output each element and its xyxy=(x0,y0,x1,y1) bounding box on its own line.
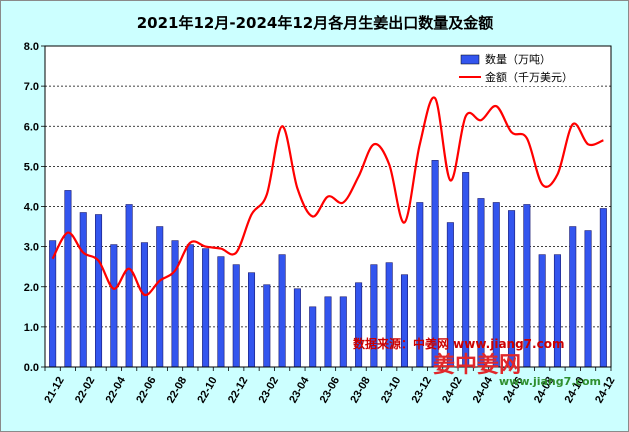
bar xyxy=(125,204,133,368)
bar xyxy=(64,190,72,368)
bar xyxy=(569,226,577,368)
y-tick-labels: 0.0 1.0 2.0 3.0 4.0 5.0 6.0 7.0 8.0 xyxy=(24,41,39,374)
bar xyxy=(248,272,256,368)
x-tick-label: 23-06 xyxy=(318,375,342,405)
bar xyxy=(217,256,225,368)
amount-line xyxy=(51,96,604,297)
amount-series-line xyxy=(51,96,604,297)
y-tick-label: 8.0 xyxy=(24,41,39,53)
bar xyxy=(156,226,164,368)
bar xyxy=(140,242,148,368)
bar xyxy=(385,262,393,368)
x-tick-label: 22-08 xyxy=(165,375,189,405)
x-tick-label: 23-08 xyxy=(348,375,372,405)
chart-title: 2021年12月-2024年12月各月生姜出口数量及金额 xyxy=(137,14,493,32)
bar xyxy=(431,160,439,368)
y-tick-label: 2.0 xyxy=(24,282,39,294)
y-tick-label: 0.0 xyxy=(24,362,39,374)
watermark-text: 姜中姜网 xyxy=(433,352,521,378)
x-tick-label: 22-10 xyxy=(195,375,219,405)
x-tick-label: 23-12 xyxy=(410,375,434,405)
y-tick-label: 3.0 xyxy=(24,242,39,254)
bar xyxy=(79,212,87,368)
x-tick-label: 22-12 xyxy=(226,375,250,405)
bar xyxy=(110,244,118,368)
y-tick-label: 5.0 xyxy=(24,161,39,173)
x-tick-label: 24-04 xyxy=(471,374,496,405)
x-tick-label: 23-02 xyxy=(257,375,281,405)
x-tick-label: 24-02 xyxy=(440,375,464,405)
source-text: 数据来源：中姜网 www.jiang7.com xyxy=(353,336,564,351)
bar xyxy=(324,296,332,368)
y-tick-label: 6.0 xyxy=(24,121,39,133)
bar xyxy=(584,230,592,368)
x-tick-label: 22-06 xyxy=(134,375,158,405)
bar xyxy=(370,264,378,368)
bar xyxy=(232,264,240,368)
x-tick-label: 22-02 xyxy=(73,375,97,405)
bar xyxy=(293,288,301,368)
bar xyxy=(599,208,607,368)
y-tick-label: 7.0 xyxy=(24,81,39,93)
bar xyxy=(186,244,194,368)
x-tick-label: 23-10 xyxy=(379,375,403,405)
bar xyxy=(95,214,103,368)
bar xyxy=(171,240,179,368)
watermark-url: www.jiang7.com xyxy=(499,375,601,388)
bar xyxy=(202,248,210,368)
bar xyxy=(355,282,363,368)
y-tick-label: 1.0 xyxy=(24,322,39,334)
legend-line-label: 金额（千万美元） xyxy=(485,70,573,84)
x-tick-label: 21-12 xyxy=(42,375,66,405)
bar xyxy=(400,274,408,368)
axes xyxy=(41,45,612,371)
bar xyxy=(49,240,57,368)
x-tick-label: 22-04 xyxy=(104,374,129,405)
x-tick-label: 23-04 xyxy=(287,374,312,405)
watermark-logo: 姜中姜网 www.jiang7.com xyxy=(433,352,601,388)
bar xyxy=(278,254,286,368)
y-tick-label: 4.0 xyxy=(24,202,39,214)
legend: 数量（万吨） 金额（千万美元） xyxy=(453,50,598,86)
bar xyxy=(309,306,317,368)
legend-bar-label: 数量（万吨） xyxy=(485,53,551,66)
bar xyxy=(339,296,347,368)
bar xyxy=(263,284,271,368)
legend-bar-swatch xyxy=(460,54,480,65)
